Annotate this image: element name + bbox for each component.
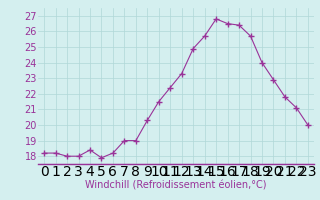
X-axis label: Windchill (Refroidissement éolien,°C): Windchill (Refroidissement éolien,°C) xyxy=(85,181,267,191)
